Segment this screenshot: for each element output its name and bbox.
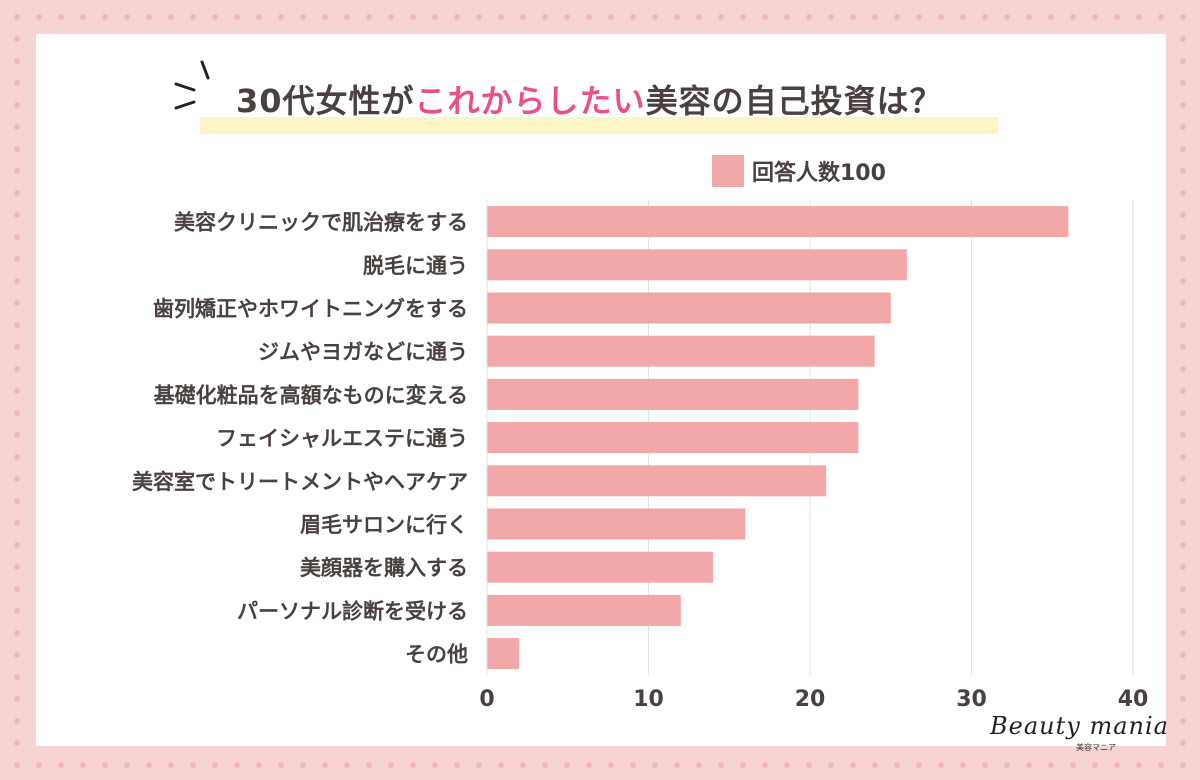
legend-label: 回答人数100 <box>752 161 886 186</box>
brand-logo: Beauty mania 美容マニア <box>990 712 1169 758</box>
bar-7 <box>487 508 746 540</box>
title-prefix: 30代女性が <box>236 82 415 120</box>
logo-text: Beauty mania <box>990 712 1169 740</box>
category-label-8: 美顔器を購入する <box>300 556 468 580</box>
bar-8 <box>487 551 714 583</box>
category-label-2: 歯列矯正やホワイトニングをする <box>153 297 468 321</box>
legend-swatch <box>712 155 744 187</box>
category-label-6: 美容室でトリートメントやヘアケア <box>132 470 468 494</box>
category-label-7: 眉毛サロンに行く <box>300 513 468 537</box>
category-label-1: 脱毛に通う <box>363 254 468 278</box>
category-label-10: その他 <box>405 643 468 667</box>
bar-3 <box>487 335 875 367</box>
x-tick-label-0: 0 <box>479 687 494 712</box>
bar-6 <box>487 465 827 497</box>
bar-10 <box>487 638 520 670</box>
x-tick-label-40: 40 <box>1118 687 1149 712</box>
bar-1 <box>487 249 907 281</box>
category-label-3: ジムやヨガなどに通う <box>258 340 468 364</box>
sparkle-icon <box>174 60 210 110</box>
category-label-0: 美容クリニックで肌治療をする <box>174 211 468 235</box>
bar-5 <box>487 422 859 454</box>
x-tick-label-30: 30 <box>956 687 987 712</box>
logo-subtext: 美容マニア <box>1076 743 1116 752</box>
x-tick-label-10: 10 <box>633 687 664 712</box>
bar-0 <box>487 206 1069 238</box>
chart-title: 30代女性がこれからしたい美容の自己投資は？ <box>236 78 943 124</box>
bar-9 <box>487 594 681 626</box>
x-tick-label-20: 20 <box>795 687 826 712</box>
bar-2 <box>487 292 891 324</box>
title-highlight <box>200 117 998 134</box>
category-label-5: フェイシャルエステに通う <box>216 427 468 451</box>
title-suffix: 美容の自己投資は？ <box>645 82 943 120</box>
category-label-4: 基礎化粧品を高額なものに変える <box>154 383 468 407</box>
legend: 回答人数100 <box>712 155 886 187</box>
category-label-9: パーソナル診断を受ける <box>237 599 468 623</box>
bar-4 <box>487 378 859 410</box>
title-accent: これからしたい <box>414 82 646 120</box>
